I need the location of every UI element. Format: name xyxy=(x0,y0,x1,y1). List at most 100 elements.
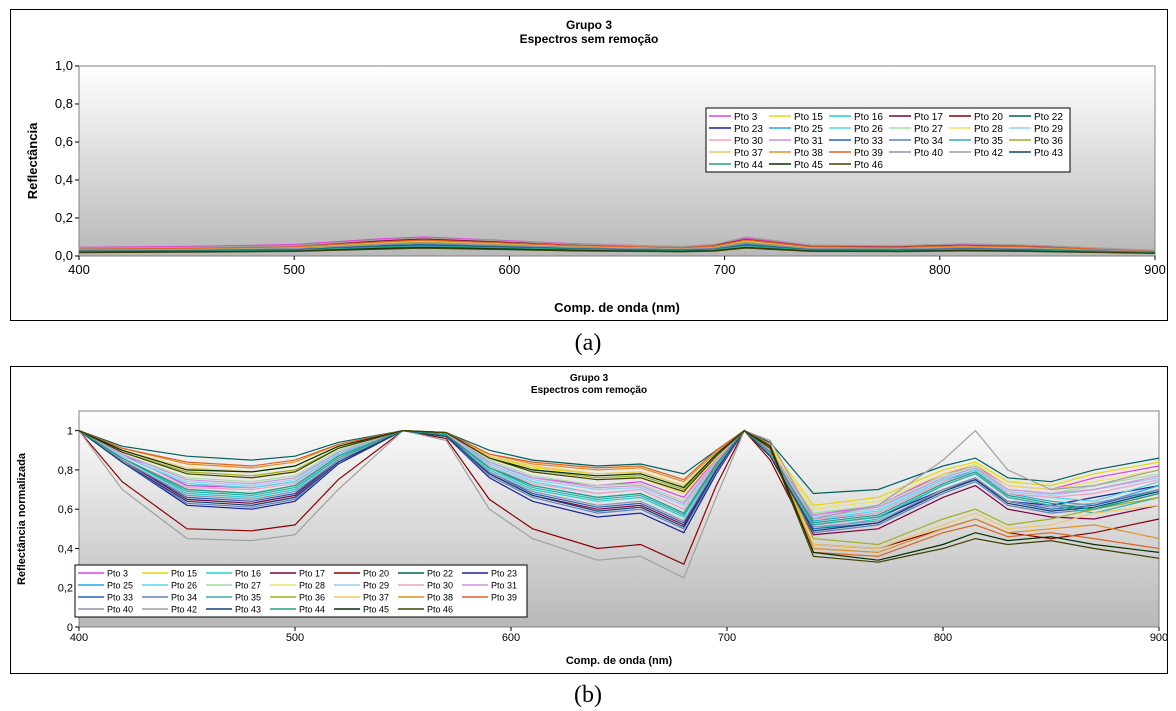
x-axis-label: Comp. de onda (nm) xyxy=(554,300,680,315)
legend-entry: Pto 17 xyxy=(299,569,325,579)
x-tick-label: 400 xyxy=(70,632,88,644)
legend-entry: Pto 15 xyxy=(171,569,197,579)
legend-entry: Pto 43 xyxy=(1034,148,1063,159)
legend-entry: Pto 34 xyxy=(914,136,943,147)
legend-entry: Pto 17 xyxy=(914,112,943,123)
y-tick-label: 0,6 xyxy=(55,134,73,149)
y-tick-label: 0,8 xyxy=(55,96,73,111)
legend-entry: Pto 40 xyxy=(107,605,133,615)
series-line xyxy=(78,239,1156,252)
legend-entry: Pto 42 xyxy=(171,605,197,615)
x-tick-label: 800 xyxy=(929,262,951,277)
series-line xyxy=(78,429,1160,516)
legend-entry: Pto 26 xyxy=(171,581,197,591)
legend-entry: Pto 22 xyxy=(1034,112,1063,123)
legend-entry: Pto 23 xyxy=(734,124,763,135)
x-tick-label: 600 xyxy=(499,262,521,277)
legend-entry: Pto 36 xyxy=(1034,136,1063,147)
caption-b: (b) xyxy=(574,682,602,708)
legend-entry: Pto 16 xyxy=(235,569,261,579)
series-line xyxy=(78,429,1160,536)
legend-entry: Pto 44 xyxy=(299,605,325,615)
series-line xyxy=(78,429,1160,563)
series-line xyxy=(78,429,1160,526)
legend-entry: Pto 15 xyxy=(794,112,823,123)
legend-entry: Pto 43 xyxy=(235,605,261,615)
series-line xyxy=(78,245,1156,254)
legend-entry: Pto 33 xyxy=(854,136,883,147)
x-axis-label: Comp. de onda (nm) xyxy=(566,655,673,667)
x-tick-label: 700 xyxy=(714,262,736,277)
series-line xyxy=(78,429,1160,554)
series-line xyxy=(78,429,1160,532)
series-line xyxy=(78,429,1160,528)
legend-entry: Pto 20 xyxy=(363,569,389,579)
x-tick-label: 900 xyxy=(1150,632,1167,644)
chart-subtitle: Espectros sem remoção xyxy=(520,32,659,46)
series-line xyxy=(78,236,1156,251)
legend-entry: Pto 37 xyxy=(734,148,763,159)
legend-entry: Pto 29 xyxy=(363,581,389,591)
legend-entry: Pto 33 xyxy=(107,593,133,603)
legend-entry: Pto 45 xyxy=(794,160,823,171)
legend-entry: Pto 31 xyxy=(491,581,517,591)
y-tick-label: 0,6 xyxy=(58,504,73,516)
y-tick-label: 0,2 xyxy=(58,583,73,595)
legend-entry: Pto 45 xyxy=(363,605,389,615)
legend-entry: Pto 40 xyxy=(914,148,943,159)
legend-entry: Pto 37 xyxy=(363,593,389,603)
legend-entry: Pto 28 xyxy=(299,581,325,591)
series-line xyxy=(78,429,1160,546)
legend-entry: Pto 36 xyxy=(299,593,325,603)
series-line xyxy=(78,429,1160,534)
series-line xyxy=(78,429,1160,557)
chart-a-svg: 0,0 0,2 0,4 0,6 0,8 1,0 400 500 600 700 800 900 Grup… xyxy=(25,18,1166,315)
legend-entry: Pto 16 xyxy=(854,112,883,123)
legend-entry: Pto 3 xyxy=(734,112,758,123)
x-tick-label: 600 xyxy=(502,632,520,644)
legend-entry: Pto 42 xyxy=(974,148,1003,159)
x-tick-label: 500 xyxy=(286,632,304,644)
legend-entry: Pto 46 xyxy=(854,160,883,171)
y-tick-label: 0,8 xyxy=(58,465,73,477)
y-axis-label: Reflectância normalizada xyxy=(16,452,28,585)
legend-entry: Pto 27 xyxy=(235,581,261,591)
series-line xyxy=(78,247,1156,254)
series-line xyxy=(78,429,1160,495)
chart-subtitle: Espectros com remoção xyxy=(531,385,647,396)
x-tick-label: 400 xyxy=(68,262,90,277)
legend-entry: Pto 44 xyxy=(734,160,763,171)
chart-title: Grupo 3 xyxy=(566,18,612,32)
legend-entry: Pto 29 xyxy=(1034,124,1063,135)
chart-b-svg: 0 0,2 0,4 0,6 0,8 1 400 500 600 700 800 900 Grupo 3E… xyxy=(16,373,1167,667)
y-tick-label: 1,0 xyxy=(55,58,73,73)
legend-entry: Pto 46 xyxy=(427,605,453,615)
series-line xyxy=(78,429,1160,514)
x-tick-label: 900 xyxy=(1144,262,1166,277)
y-tick-label: 0,0 xyxy=(55,248,73,263)
y-axis-label: Reflectância xyxy=(25,122,40,199)
y-tick-label: 0 xyxy=(67,622,73,634)
legend-entry: Pto 38 xyxy=(794,148,823,159)
x-tick-label: 700 xyxy=(718,632,736,644)
y-tick-label: 0,2 xyxy=(55,210,73,225)
series-line xyxy=(78,429,1160,579)
legend-entry: Pto 27 xyxy=(914,124,943,135)
series-line xyxy=(78,242,1156,253)
y-tick-label: 1 xyxy=(67,426,73,438)
legend-entry: Pto 30 xyxy=(734,136,763,147)
legend-entry: Pto 31 xyxy=(794,136,823,147)
legend-entry: Pto 34 xyxy=(171,593,197,603)
legend-entry: Pto 30 xyxy=(427,581,453,591)
x-tick-label: 800 xyxy=(934,632,952,644)
legend-entry: Pto 20 xyxy=(974,112,1003,123)
legend-entry: Pto 35 xyxy=(235,593,261,603)
legend-entry: Pto 35 xyxy=(974,136,1003,147)
legend-entry: Pto 26 xyxy=(854,124,883,135)
legend-entry: Pto 3 xyxy=(107,569,128,579)
legend-entry: Pto 39 xyxy=(854,148,883,159)
caption-a: (a) xyxy=(574,330,602,356)
y-tick-label: 0,4 xyxy=(58,543,73,555)
legend-entry: Pto 39 xyxy=(491,593,517,603)
